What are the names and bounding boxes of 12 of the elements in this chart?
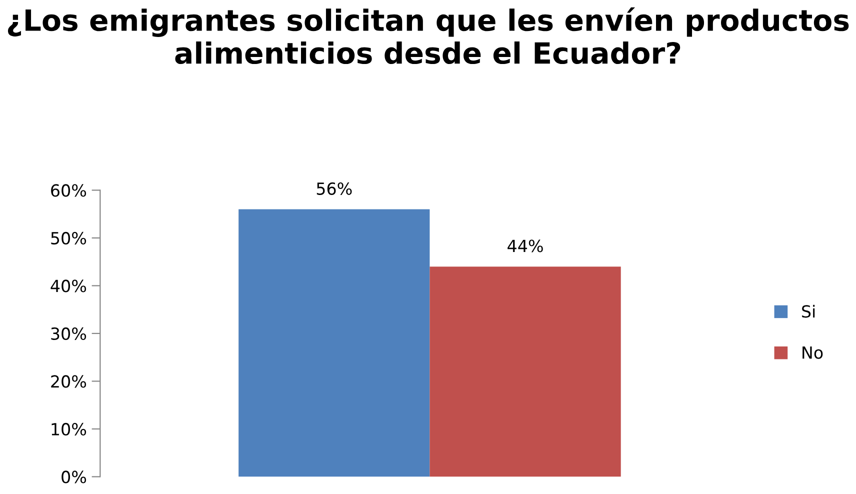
y-tick-label: 50% <box>51 232 86 245</box>
chart-title: ¿Los emigrantes solicitan que les envíen productos alimenticios desde el Ecuador? <box>8 7 849 64</box>
legend-label: Si <box>802 304 815 318</box>
legend-label: No <box>802 346 823 359</box>
y-tick-label: 20% <box>51 375 86 388</box>
y-tick-label: 60% <box>51 184 86 197</box>
y-tick-label: 0% <box>62 470 86 484</box>
y-tick-label: 10% <box>52 422 86 436</box>
data-label: 56% <box>316 182 352 195</box>
data-label: 44% <box>508 240 543 252</box>
y-tick-label: 30% <box>51 327 86 340</box>
y-tick-label: 40% <box>50 280 86 292</box>
